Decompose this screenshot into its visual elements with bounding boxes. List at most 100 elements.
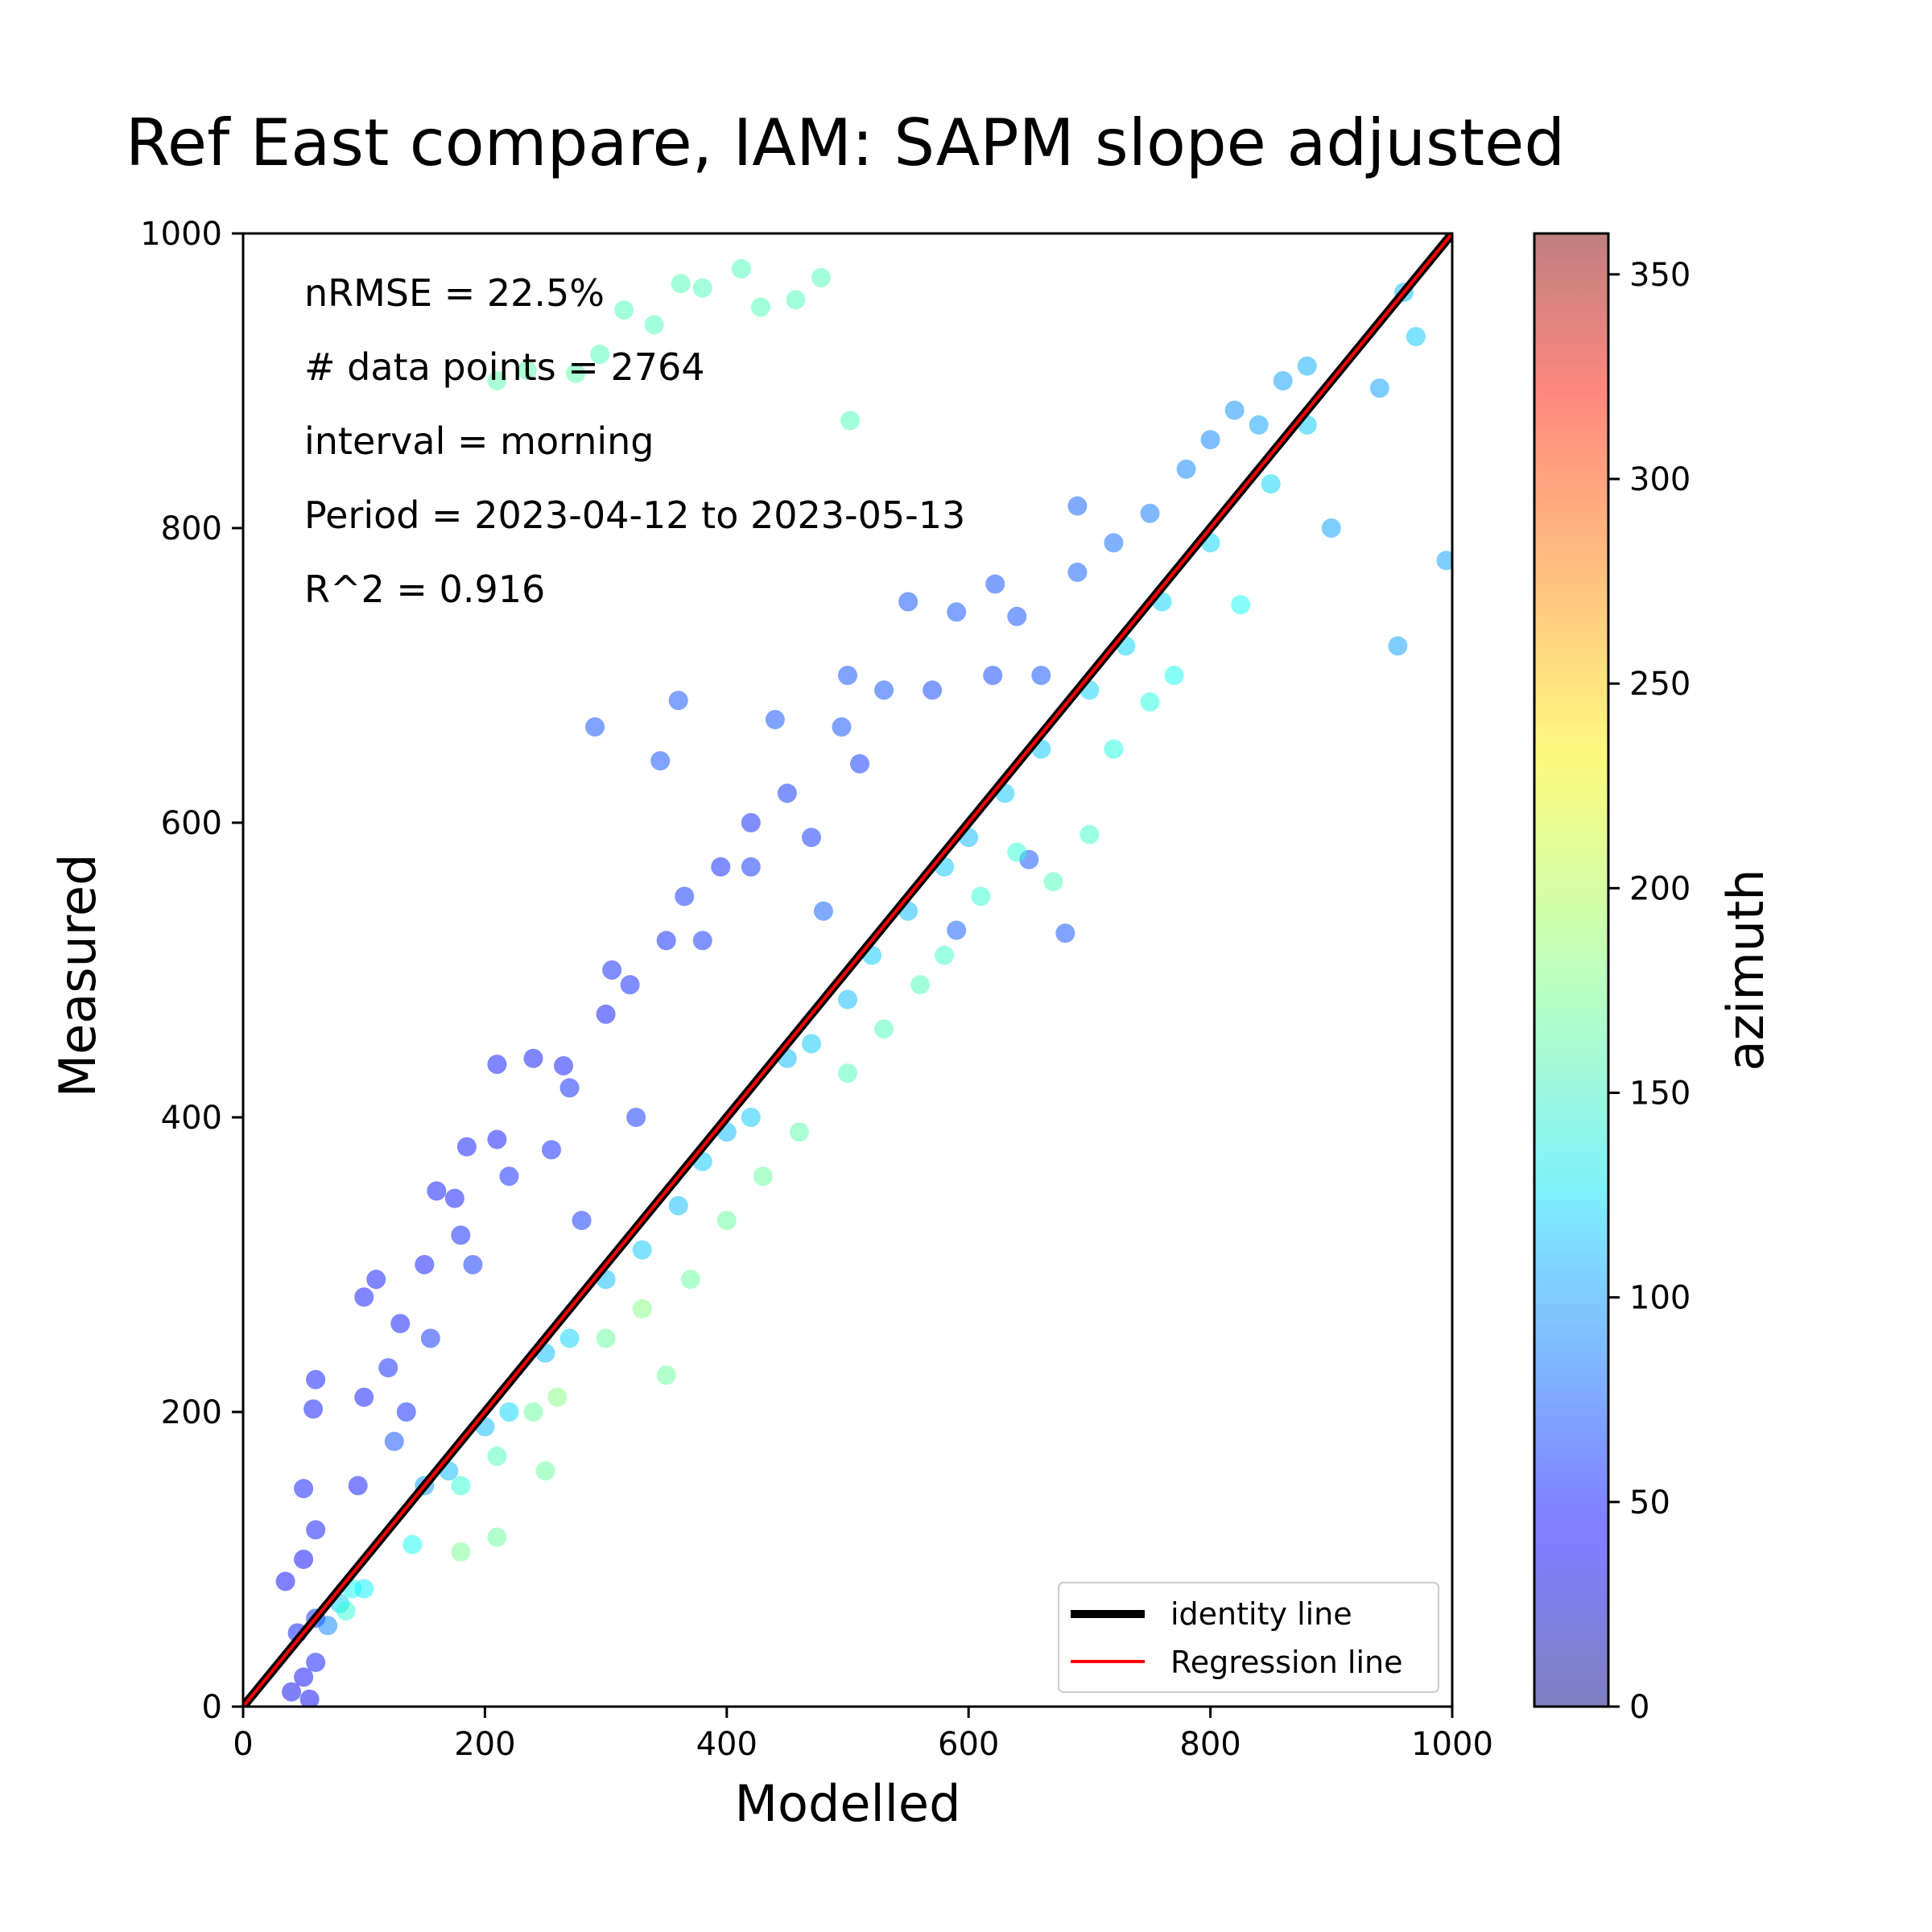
colorbar-tick-label: 100 <box>1629 1280 1690 1317</box>
data-point <box>668 691 688 711</box>
data-point <box>487 371 507 390</box>
data-point <box>366 1269 386 1290</box>
data-point <box>303 1399 324 1419</box>
x-tick-label: 400 <box>696 1726 758 1763</box>
data-point <box>874 1019 894 1039</box>
y-tick-label: 800 <box>161 510 222 547</box>
x-axis: 0 200 400 600 800 1000 <box>233 1707 1493 1763</box>
data-point <box>336 1601 356 1621</box>
data-point <box>523 1402 543 1422</box>
data-point <box>1055 923 1075 943</box>
data-point <box>671 274 691 294</box>
data-point <box>644 315 664 335</box>
data-point <box>294 1550 314 1569</box>
data-point <box>396 1402 416 1422</box>
stat-interval: interval = morning <box>304 419 654 463</box>
stats-annotations: nRMSE = 22.5% # data points = 2764 inter… <box>304 271 965 611</box>
data-point <box>348 1476 368 1496</box>
data-point <box>275 1571 295 1591</box>
data-point <box>487 1129 507 1150</box>
data-point <box>675 886 695 906</box>
data-point <box>789 1122 809 1142</box>
data-point <box>656 931 676 951</box>
data-point <box>1321 518 1341 538</box>
data-point <box>517 361 537 381</box>
data-point <box>1297 356 1317 376</box>
data-point <box>874 680 894 700</box>
data-point <box>850 753 870 774</box>
data-point <box>566 363 586 383</box>
data-point <box>542 1140 562 1160</box>
data-point <box>1104 739 1124 759</box>
data-point <box>813 901 833 921</box>
y-axis: 0 200 400 600 800 1000 <box>140 216 243 1726</box>
data-point <box>650 751 671 771</box>
data-point <box>741 1108 761 1127</box>
colorbar-tick-label: 250 <box>1629 666 1690 703</box>
data-point <box>692 278 712 298</box>
data-point <box>354 1387 374 1407</box>
stat-period: Period = 2023-04-12 to 2023-05-13 <box>304 493 965 537</box>
y-tick-label: 400 <box>161 1100 222 1137</box>
data-point <box>1007 606 1027 626</box>
data-point <box>923 680 943 700</box>
plot-frame <box>242 232 1454 1708</box>
data-point <box>384 1431 404 1451</box>
data-point <box>572 1211 592 1231</box>
data-point <box>971 886 991 906</box>
data-point <box>487 1527 507 1547</box>
data-point <box>947 920 967 940</box>
colorbar-gradient <box>1534 233 1608 1707</box>
data-point <box>1164 666 1184 685</box>
data-point <box>402 1534 423 1554</box>
data-point <box>741 813 761 832</box>
data-point <box>306 1653 326 1673</box>
data-point <box>451 1225 471 1245</box>
data-point <box>547 1387 568 1407</box>
data-point <box>415 1255 435 1274</box>
data-point <box>463 1255 483 1274</box>
data-point <box>1436 551 1452 571</box>
data-point <box>554 1055 574 1075</box>
data-point <box>294 1479 314 1499</box>
data-point <box>1104 533 1124 553</box>
data-point <box>535 1461 555 1481</box>
data-point <box>559 1328 580 1348</box>
data-point <box>1369 378 1389 398</box>
data-point <box>282 1682 302 1702</box>
data-point <box>1224 400 1245 420</box>
data-point <box>765 709 785 729</box>
colorbar-tick-label: 200 <box>1629 870 1690 907</box>
y-tick-label: 600 <box>161 805 222 842</box>
data-point <box>1031 666 1051 685</box>
stat-data-points: # data points = 2764 <box>304 345 705 389</box>
data-point <box>777 783 797 803</box>
x-tick-label: 800 <box>1179 1726 1241 1763</box>
colorbar: 0 50 100 150 200 250 300 350 azimuth <box>1533 232 1775 1726</box>
data-point <box>559 1078 580 1098</box>
data-point <box>596 1004 616 1024</box>
data-point <box>1067 496 1088 516</box>
colorbar-frame <box>1533 232 1610 1708</box>
legend: identity line Regression line <box>1058 1582 1439 1693</box>
data-point <box>1200 430 1220 450</box>
data-point <box>318 1616 338 1636</box>
data-point <box>451 1542 471 1562</box>
colorbar-tick-label: 0 <box>1629 1689 1649 1726</box>
y-tick-label: 200 <box>161 1394 222 1431</box>
chart-title: Ref East compare, IAM: SAPM slope adjust… <box>126 105 1565 180</box>
data-point <box>711 857 731 877</box>
data-point <box>838 1063 857 1084</box>
data-point <box>306 1369 326 1389</box>
x-tick-label: 1000 <box>1411 1726 1493 1763</box>
data-point <box>499 1402 519 1422</box>
data-point <box>1067 562 1088 582</box>
data-point <box>656 1365 676 1385</box>
data-point <box>983 666 1003 685</box>
data-point <box>596 1328 616 1348</box>
x-tick-label: 600 <box>938 1726 999 1763</box>
x-axis-title: Modelled <box>735 1774 961 1833</box>
data-point <box>838 989 857 1009</box>
x-tick-label: 200 <box>454 1726 515 1763</box>
data-point <box>614 300 634 320</box>
